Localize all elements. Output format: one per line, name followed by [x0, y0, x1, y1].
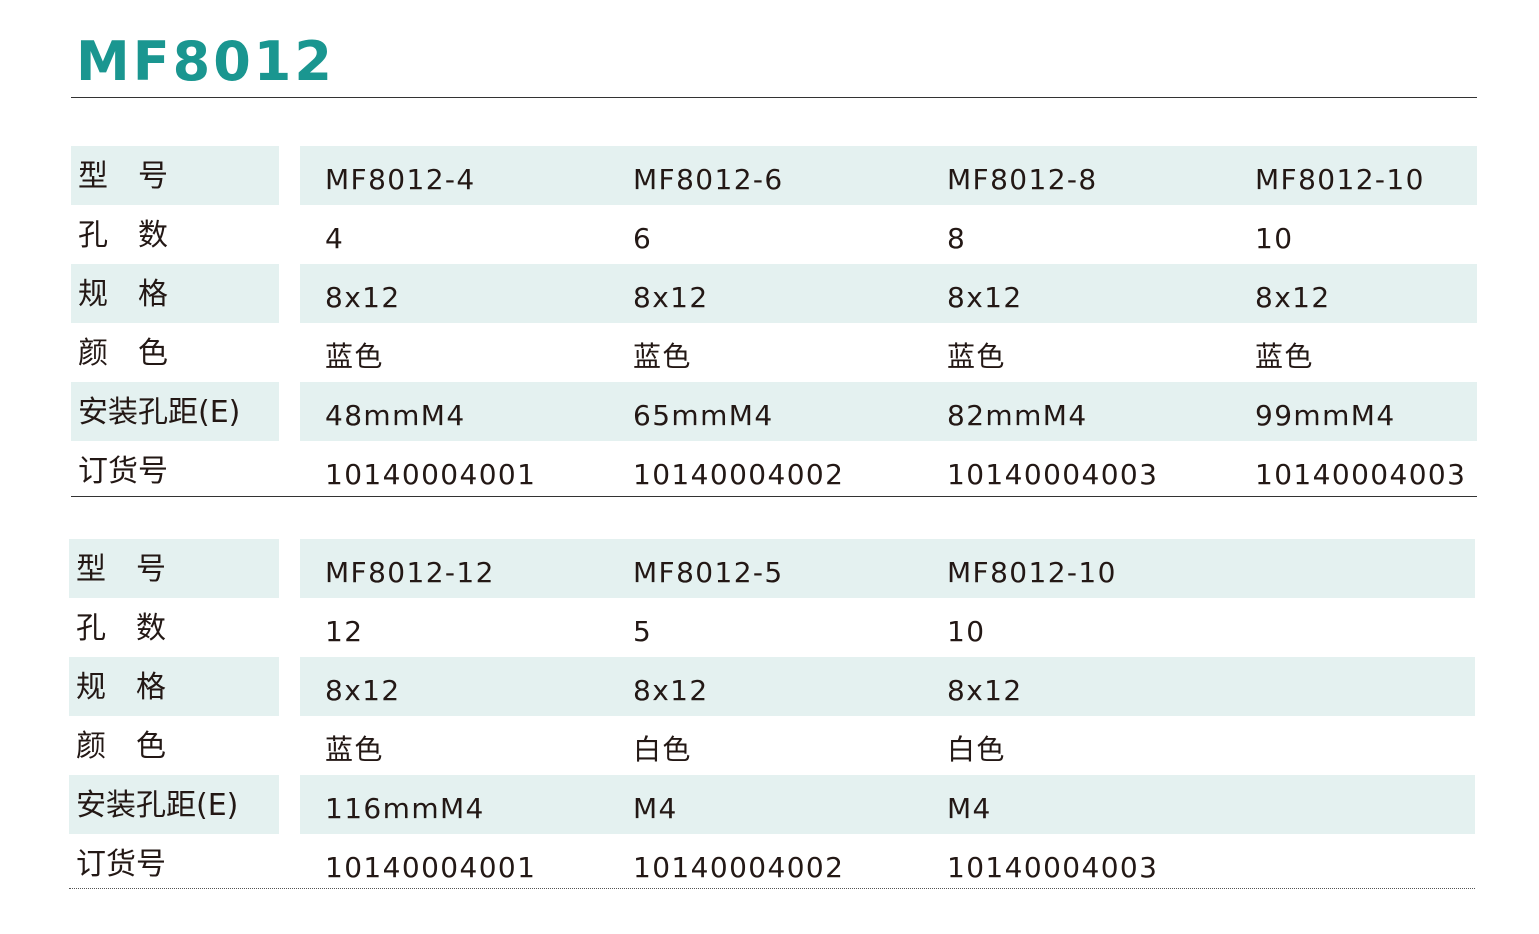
row-label: 孔 数: [78, 218, 168, 253]
values-band: [300, 539, 1475, 598]
row-order-number: 订货号 10140004001 10140004002 10140004003 …: [71, 441, 1477, 500]
table-cell: 8x12: [947, 674, 1023, 707]
row-mount-spacing: 安装孔距(E) 116mmM4 M4 M4: [69, 775, 1475, 834]
row-spec: 规 格 8x12 8x12 8x12 8x12: [71, 264, 1477, 323]
table-cell: 65mmM4: [633, 399, 774, 432]
table-cell: 12: [325, 615, 364, 648]
table-cell: 蓝色: [947, 340, 1006, 373]
table-cell: M4: [633, 792, 678, 825]
table-cell: 10140004003: [947, 458, 1159, 491]
table-cell: MF8012-10: [947, 556, 1117, 589]
page-title: MF8012: [76, 30, 335, 93]
table-cell: 白色: [633, 733, 692, 766]
table-cell: MF8012-6: [633, 163, 784, 196]
table-cell: 10: [1255, 222, 1294, 255]
table-cell: 10140004003: [1255, 458, 1467, 491]
label-cell: [71, 146, 279, 205]
row-label: 颜 色: [76, 729, 166, 764]
row-hole-count: 孔 数 4 6 8 10: [71, 205, 1477, 264]
row-label: 安装孔距(E): [78, 395, 241, 430]
row-label: 安装孔距(E): [76, 788, 239, 823]
table-cell: 10140004001: [325, 851, 537, 884]
row-label: 订货号: [76, 847, 166, 882]
table-cell: 10140004001: [325, 458, 537, 491]
table-cell: 蓝色: [633, 340, 692, 373]
table-cell: 白色: [947, 733, 1006, 766]
row-label: 型 号: [76, 552, 166, 587]
table-cell: 8x12: [633, 674, 709, 707]
table-bottom-rule: [71, 496, 1477, 497]
table-cell: 116mmM4: [325, 792, 485, 825]
row-label: 型 号: [78, 159, 168, 194]
values-band: [300, 382, 1477, 441]
table-cell: 8x12: [1255, 281, 1331, 314]
table-cell: 8x12: [947, 281, 1023, 314]
table-cell: M4: [947, 792, 992, 825]
row-mount-spacing: 安装孔距(E) 48mmM4 65mmM4 82mmM4 99mmM4: [71, 382, 1477, 441]
table-cell: 蓝色: [325, 733, 384, 766]
table-cell: 82mmM4: [947, 399, 1088, 432]
row-model: 型 号 MF8012-4 MF8012-6 MF8012-8 MF8012-10: [71, 146, 1477, 205]
row-model: 型 号 MF8012-12 MF8012-5 MF8012-10: [69, 539, 1475, 598]
table-cell: 4: [325, 222, 345, 255]
row-color: 颜 色 蓝色 白色 白色: [69, 716, 1475, 775]
table-cell: 8: [947, 222, 967, 255]
table-cell: 5: [633, 615, 653, 648]
row-color: 颜 色 蓝色 蓝色 蓝色 蓝色: [71, 323, 1477, 382]
row-order-number: 订货号 10140004001 10140004002 10140004003: [69, 834, 1475, 893]
table-cell: 8x12: [325, 281, 401, 314]
table-cell: 6: [633, 222, 653, 255]
row-spec: 规 格 8x12 8x12 8x12: [69, 657, 1475, 716]
table-cell: 10140004002: [633, 458, 845, 491]
table-cell: 10: [947, 615, 986, 648]
label-cell: [69, 775, 279, 834]
table-cell: MF8012-5: [633, 556, 784, 589]
label-cell: [71, 264, 279, 323]
table-cell: 蓝色: [325, 340, 384, 373]
row-label: 订货号: [78, 454, 168, 489]
table-cell: 48mmM4: [325, 399, 466, 432]
label-cell: [71, 382, 279, 441]
spec-table-1: 型 号 MF8012-4 MF8012-6 MF8012-8 MF8012-10…: [71, 146, 1477, 498]
values-band: [300, 775, 1475, 834]
row-label: 规 格: [78, 277, 168, 312]
table-cell: 8x12: [633, 281, 709, 314]
table-cell: 10140004003: [947, 851, 1159, 884]
row-label: 颜 色: [78, 336, 168, 371]
table-cell: MF8012-4: [325, 163, 476, 196]
values-band: [300, 264, 1477, 323]
label-cell: [69, 657, 279, 716]
table-cell: 8x12: [325, 674, 401, 707]
table-cell: 99mmM4: [1255, 399, 1396, 432]
table-bottom-rule: [69, 888, 1475, 889]
table-cell: 10140004002: [633, 851, 845, 884]
values-band: [300, 657, 1475, 716]
row-hole-count: 孔 数 12 5 10: [69, 598, 1475, 657]
label-cell: [69, 539, 279, 598]
table-cell: 蓝色: [1255, 340, 1314, 373]
row-label: 孔 数: [76, 611, 166, 646]
row-label: 规 格: [76, 670, 166, 705]
values-band: [300, 146, 1477, 205]
table-cell: MF8012-8: [947, 163, 1098, 196]
table-cell: MF8012-10: [1255, 163, 1425, 196]
table-cell: MF8012-12: [325, 556, 495, 589]
spec-table-2: 型 号 MF8012-12 MF8012-5 MF8012-10 孔 数 12 …: [69, 539, 1475, 891]
title-divider: [71, 97, 1477, 98]
